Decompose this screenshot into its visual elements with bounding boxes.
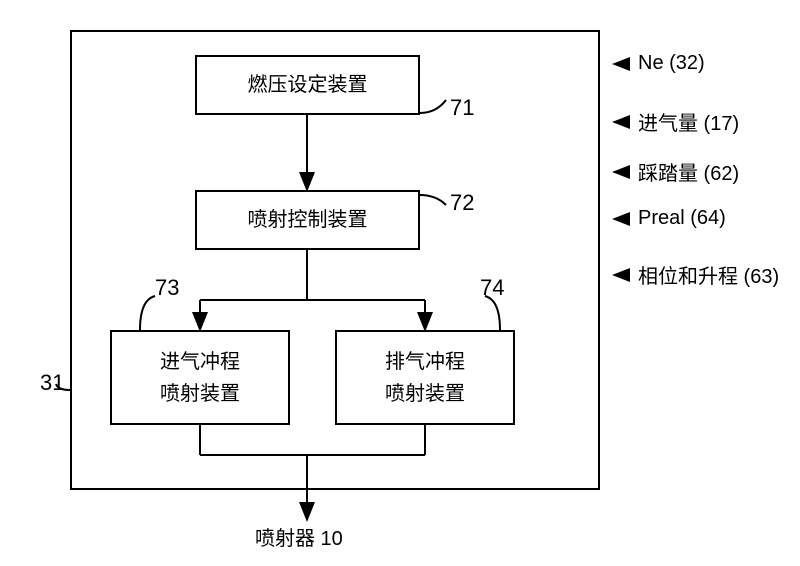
output-label: 喷射器 10	[255, 522, 343, 551]
input-pedal-label: 踩踏量 (62)	[638, 157, 739, 186]
arrow-left-icon	[612, 57, 630, 71]
exhaust-stroke-block: 排气冲程 喷射装置	[335, 330, 515, 425]
arrow-left-icon	[612, 165, 630, 179]
input-intake: 进气量 (17)	[612, 107, 739, 136]
input-preal: Preal (64)	[612, 207, 726, 230]
input-phase-lift: 相位和升程 (63)	[612, 260, 779, 289]
ref-73: 73	[155, 275, 179, 301]
exhaust-line2: 喷射装置	[385, 378, 465, 410]
input-pedal: 踩踏量 (62)	[612, 157, 739, 186]
ref-71: 71	[450, 95, 474, 121]
intake-line2: 喷射装置	[160, 378, 240, 410]
arrow-left-icon	[612, 268, 630, 282]
pressure-setting-block: 燃压设定装置	[195, 55, 420, 115]
ref-31: 31	[40, 370, 64, 396]
exhaust-line1: 排气冲程	[385, 346, 465, 378]
input-ne: Ne (32)	[612, 52, 705, 75]
intake-stroke-block: 进气冲程 喷射装置	[110, 330, 290, 425]
pressure-setting-label: 燃压设定装置	[248, 69, 368, 101]
intake-line1: 进气冲程	[160, 346, 240, 378]
injection-control-label: 喷射控制装置	[248, 204, 368, 236]
input-intake-label: 进气量 (17)	[638, 107, 739, 136]
arrow-left-icon	[612, 115, 630, 129]
arrow-left-icon	[612, 212, 630, 226]
ref-74: 74	[480, 275, 504, 301]
input-phase-lift-label: 相位和升程 (63)	[638, 260, 779, 289]
input-ne-label: Ne (32)	[638, 52, 705, 75]
injection-control-block: 喷射控制装置	[195, 190, 420, 250]
ref-72: 72	[450, 190, 474, 216]
input-preal-label: Preal (64)	[638, 207, 726, 230]
